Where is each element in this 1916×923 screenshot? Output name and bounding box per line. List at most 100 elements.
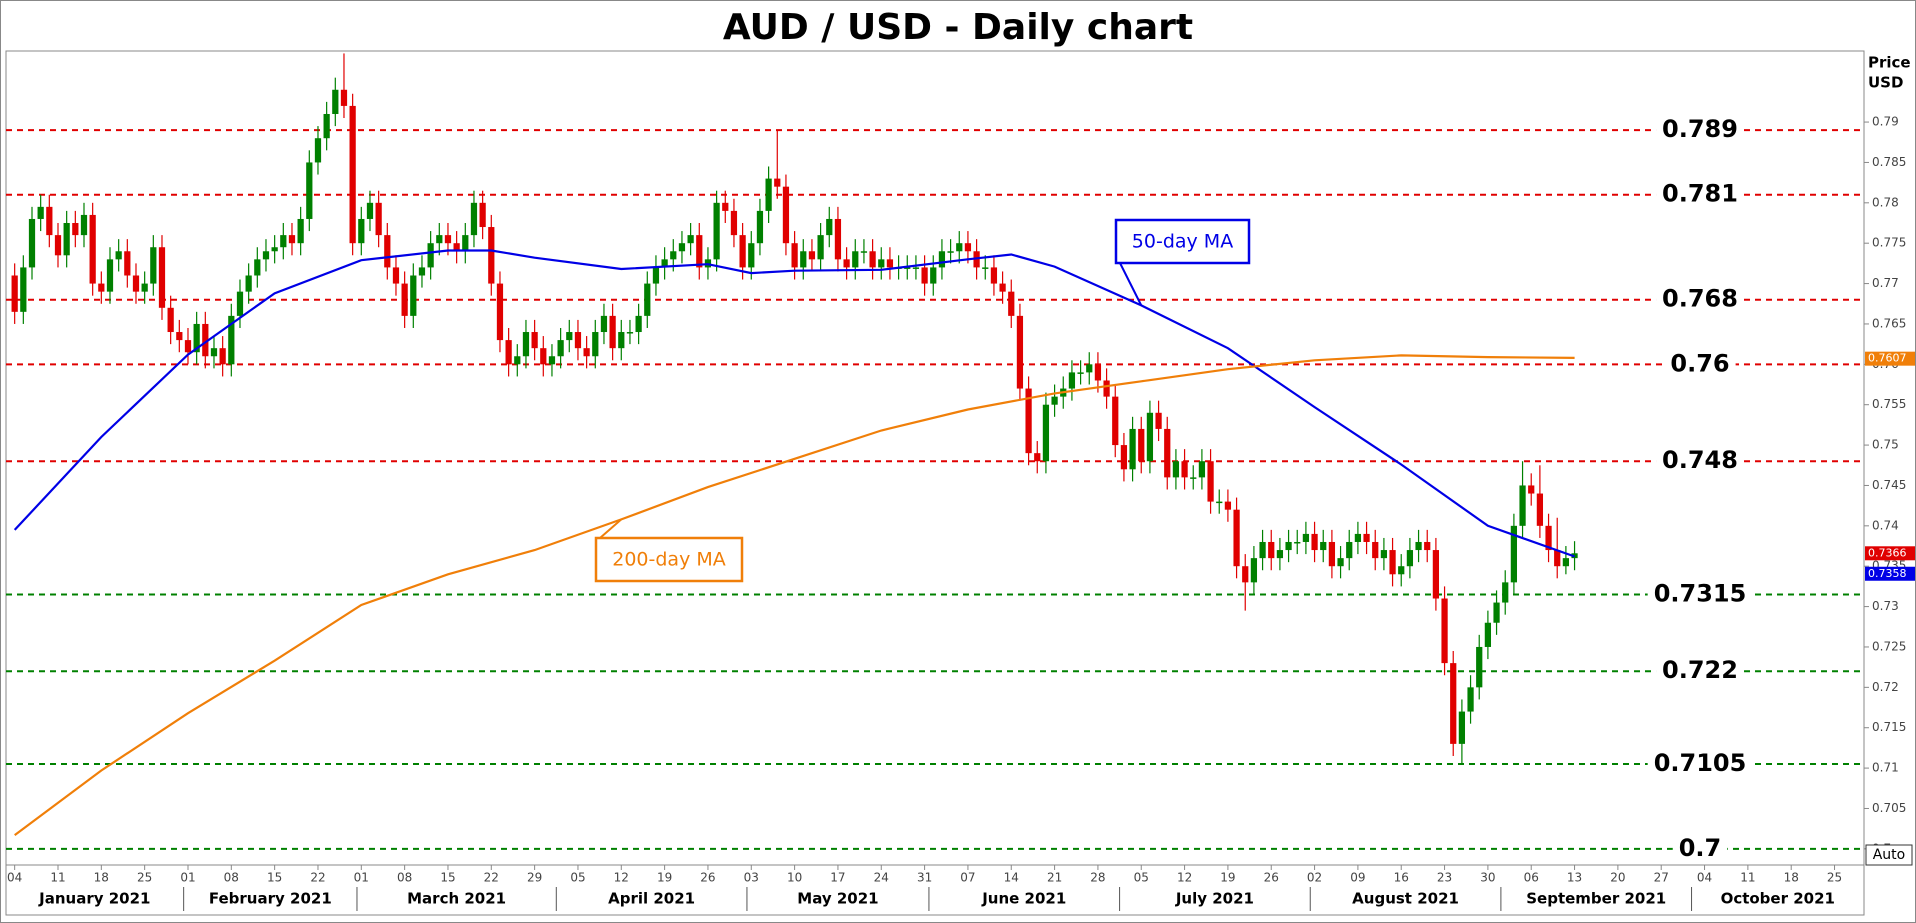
candle-body (262, 251, 270, 260)
candle-body (72, 223, 79, 236)
x-tick-label: 11 (1740, 871, 1755, 885)
candle-body (600, 315, 608, 333)
candle-body (947, 251, 954, 253)
candle-body (1302, 533, 1310, 542)
candle-body (1562, 558, 1570, 567)
x-tick-label: 25 (1827, 871, 1842, 885)
month-label: May 2021 (797, 890, 878, 908)
x-tick-label: 07 (960, 871, 975, 885)
x-tick-label: 14 (1004, 871, 1019, 885)
candle-body (1216, 501, 1223, 504)
candle-body (609, 315, 616, 349)
candle-body (375, 202, 382, 236)
candle-body (626, 332, 634, 334)
x-tick-label: 23 (1437, 871, 1452, 885)
candle-body (288, 235, 296, 244)
x-tick-label: 05 (1134, 871, 1149, 885)
candle-body (80, 214, 88, 236)
candle-body (245, 275, 252, 292)
candle-body (46, 206, 53, 236)
candle-body (583, 348, 590, 357)
auto-button[interactable] (1865, 844, 1913, 866)
x-tick-label: 09 (1350, 871, 1365, 885)
x-tick-label: 11 (50, 871, 65, 885)
candle-body (964, 243, 972, 252)
annotation-box (594, 536, 744, 583)
price-tag-label: 0.7607 (1868, 352, 1907, 365)
candle-body (834, 218, 842, 260)
candle-body (1510, 525, 1518, 583)
month-label: March 2021 (407, 890, 506, 908)
x-tick-label: 10 (787, 871, 802, 885)
candle-body (878, 259, 885, 268)
x-tick-label: 22 (310, 871, 325, 885)
candle-body (687, 235, 694, 244)
candle-body (938, 251, 946, 268)
candle-body (1380, 550, 1388, 559)
candle-body (392, 267, 400, 284)
x-tick-label: 21 (1047, 871, 1062, 885)
candle-body (1536, 493, 1544, 526)
candle-body (124, 251, 131, 276)
x-tick-label: 27 (1654, 871, 1669, 885)
candle-body (453, 243, 460, 252)
ma-line (13, 249, 1575, 558)
y-tick-label: 0.71 (1872, 761, 1899, 775)
candle-body (1285, 541, 1292, 551)
candle-body (1146, 412, 1154, 462)
candle-body (271, 247, 278, 252)
candle-body (1337, 558, 1344, 567)
candle-body (202, 323, 209, 357)
candle-body (661, 259, 668, 268)
candle-body (89, 214, 96, 284)
y-tick-label: 0.745 (1872, 478, 1906, 492)
candle-body (1242, 566, 1249, 583)
x-tick-label: 24 (874, 871, 889, 885)
level-label: 0.7315 (1654, 579, 1747, 607)
x-tick-label: 19 (1220, 871, 1235, 885)
candle-body (115, 251, 122, 260)
candle-body (1138, 428, 1145, 462)
candle-body (1268, 541, 1275, 559)
candle-body (306, 162, 313, 219)
candle-body (1164, 428, 1171, 478)
x-tick-label: 25 (137, 871, 152, 885)
candle-body (63, 223, 70, 256)
candle-body (1441, 598, 1448, 664)
x-tick-label: 15 (440, 871, 455, 885)
x-tick-label: 26 (700, 871, 715, 885)
level-label: 0.7 (1679, 834, 1722, 862)
candle-body (1008, 291, 1015, 316)
x-tick-label: 12 (614, 871, 629, 885)
candle-body (37, 206, 44, 219)
candle-body (141, 283, 148, 292)
candle-body (280, 235, 287, 248)
candle-body (592, 332, 599, 357)
candle-body (860, 251, 868, 253)
candle-body (488, 227, 495, 284)
level-label-bg (1656, 178, 1744, 209)
candle-body (904, 267, 911, 269)
auto-button-label[interactable]: Auto (1873, 847, 1906, 863)
candle-body (1346, 541, 1353, 559)
candle-body (1320, 541, 1327, 551)
y-tick-label: 0.775 (1872, 236, 1906, 250)
candle-body (1025, 388, 1032, 454)
y-tick-label: 0.715 (1872, 720, 1906, 734)
level-label: 0.76 (1670, 349, 1729, 377)
candle-body (1415, 541, 1422, 551)
candle-body (1250, 558, 1258, 583)
x-tick-label: 08 (397, 871, 412, 885)
candle-body (1034, 453, 1041, 462)
candle-body (1112, 396, 1119, 446)
candle-body (297, 218, 304, 244)
candle-body (956, 243, 963, 252)
candle-body (652, 267, 660, 284)
candle-body (1294, 541, 1301, 544)
x-tick-label: 08 (224, 871, 239, 885)
candle-body (999, 283, 1006, 292)
level-label-bg (1672, 832, 1728, 863)
y-axis-label: Price (1868, 54, 1911, 72)
candle-body (150, 247, 157, 284)
